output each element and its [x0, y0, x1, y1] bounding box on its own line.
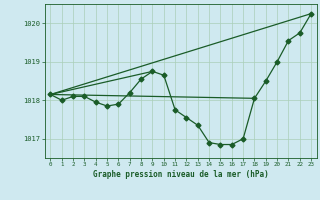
X-axis label: Graphe pression niveau de la mer (hPa): Graphe pression niveau de la mer (hPa) — [93, 170, 269, 179]
